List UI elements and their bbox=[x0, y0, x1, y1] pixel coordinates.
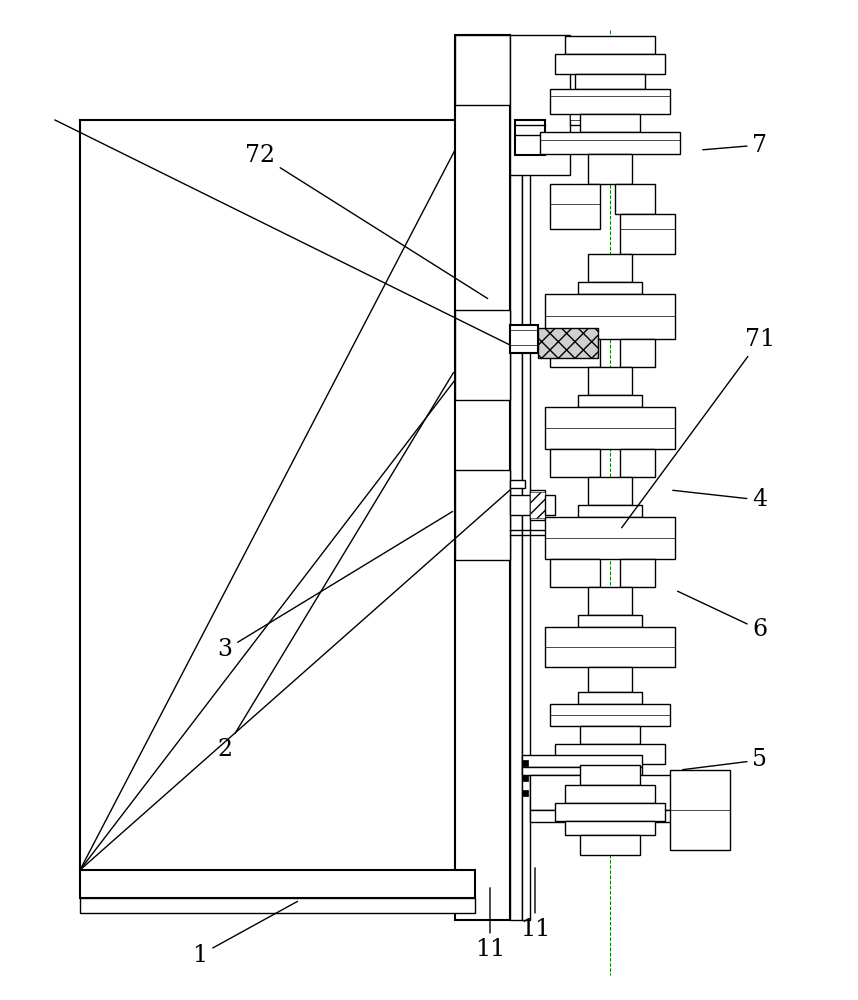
Bar bbox=[575, 74, 645, 89]
Bar bbox=[550, 449, 600, 477]
Bar bbox=[538, 333, 546, 353]
Bar bbox=[522, 755, 642, 767]
Bar bbox=[522, 767, 642, 775]
Text: 7: 7 bbox=[703, 133, 768, 156]
Bar bbox=[455, 310, 510, 400]
Bar bbox=[538, 328, 598, 358]
Bar bbox=[580, 726, 640, 744]
Bar bbox=[510, 495, 530, 515]
Bar bbox=[588, 587, 632, 615]
Bar bbox=[555, 744, 665, 764]
Bar bbox=[588, 154, 632, 184]
Bar bbox=[455, 310, 510, 400]
Bar bbox=[555, 54, 665, 74]
Bar bbox=[565, 821, 655, 835]
Bar bbox=[455, 470, 510, 560]
Bar bbox=[588, 254, 632, 282]
Text: 5: 5 bbox=[683, 748, 768, 772]
Bar bbox=[510, 35, 570, 175]
Bar bbox=[620, 449, 655, 477]
Bar bbox=[522, 790, 528, 796]
Bar bbox=[570, 105, 605, 125]
Bar bbox=[455, 35, 510, 105]
Text: 4: 4 bbox=[673, 488, 768, 512]
Bar bbox=[545, 294, 675, 339]
Bar bbox=[620, 339, 655, 367]
Bar bbox=[545, 627, 675, 667]
Text: 3: 3 bbox=[217, 511, 453, 662]
Bar bbox=[540, 132, 680, 154]
Bar bbox=[620, 214, 675, 254]
Bar bbox=[550, 704, 670, 726]
Bar bbox=[580, 765, 640, 785]
Text: 2: 2 bbox=[217, 372, 454, 762]
Bar bbox=[565, 36, 655, 54]
Text: 72: 72 bbox=[245, 143, 487, 299]
Bar bbox=[530, 490, 545, 520]
Bar bbox=[515, 120, 545, 155]
Bar bbox=[522, 135, 530, 920]
Bar bbox=[620, 559, 655, 587]
Bar bbox=[578, 615, 642, 627]
Bar bbox=[550, 339, 600, 367]
Bar bbox=[510, 480, 525, 488]
Bar bbox=[545, 407, 675, 449]
Bar bbox=[588, 367, 632, 395]
Bar bbox=[455, 35, 510, 920]
Bar bbox=[578, 282, 642, 294]
Bar bbox=[80, 898, 475, 913]
Bar bbox=[570, 110, 605, 120]
Bar bbox=[550, 89, 670, 114]
Bar bbox=[530, 492, 545, 518]
Bar bbox=[550, 184, 600, 229]
Bar bbox=[522, 775, 528, 781]
Text: 71: 71 bbox=[622, 328, 775, 528]
Bar bbox=[578, 692, 642, 704]
Bar bbox=[545, 495, 555, 515]
Bar bbox=[455, 470, 510, 560]
Bar bbox=[670, 770, 730, 850]
Bar bbox=[522, 760, 528, 766]
Bar bbox=[615, 184, 655, 214]
Bar bbox=[588, 477, 632, 505]
Bar bbox=[555, 803, 665, 821]
Text: 11: 11 bbox=[520, 868, 550, 942]
Bar bbox=[580, 835, 640, 855]
Bar bbox=[545, 517, 675, 559]
Bar bbox=[455, 35, 510, 105]
Bar bbox=[510, 35, 570, 175]
Bar bbox=[578, 505, 642, 517]
Bar bbox=[588, 667, 632, 692]
Text: 6: 6 bbox=[678, 591, 768, 642]
Bar bbox=[565, 785, 655, 803]
Bar bbox=[578, 395, 642, 407]
Text: 1: 1 bbox=[192, 901, 298, 966]
Bar bbox=[510, 85, 522, 920]
Bar bbox=[455, 35, 510, 920]
Text: 11: 11 bbox=[474, 888, 505, 962]
Bar bbox=[580, 114, 640, 132]
Bar bbox=[530, 775, 710, 810]
Bar bbox=[80, 870, 475, 898]
Bar bbox=[530, 810, 710, 822]
Bar bbox=[510, 325, 538, 353]
Bar bbox=[550, 559, 600, 587]
